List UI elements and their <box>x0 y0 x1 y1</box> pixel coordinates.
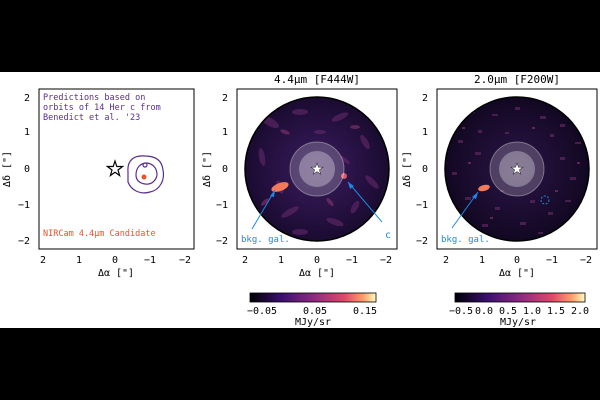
middle-ytick: 1 <box>222 127 228 138</box>
right-ytick: 2 <box>422 93 428 104</box>
middle-colorbar-tick: 0.05 <box>303 306 327 317</box>
right-colorbar-unit: MJy/sr <box>500 317 536 328</box>
prediction-line: orbits of 14 Her c from <box>43 103 161 113</box>
left-xlabel: Δα ["] <box>98 268 134 279</box>
middle-xticks: 2 1 0 −1 −2 <box>242 255 392 266</box>
left-ytick: 1 <box>24 127 30 138</box>
middle-yticks: 2 1 0 −1 −2 <box>216 93 228 247</box>
left-xtick: 2 <box>40 255 46 266</box>
middle-colorbar: −0.05 0.05 0.15 MJy/sr <box>247 292 377 328</box>
right-planet-marker <box>540 195 550 205</box>
left-xtick: 1 <box>76 255 82 266</box>
middle-colorbar-tick: −0.05 <box>247 306 277 317</box>
prediction-line: Predictions based on <box>43 93 145 103</box>
middle-colorbar-scale <box>249 292 377 303</box>
contour-middle <box>135 162 158 185</box>
left-xtick: 0 <box>112 255 118 266</box>
left-xtick: −2 <box>179 255 191 266</box>
middle-title: 4.4μm [F444W] <box>274 73 360 86</box>
contour-outer <box>127 155 165 194</box>
right-title: 2.0μm [F200W] <box>474 73 560 86</box>
panel-left: 2 1 0 −1 −2 2 1 0 −1 −2 Δδ ["] Δα ["] Pr… <box>2 88 195 279</box>
figure: 2 1 0 −1 −2 2 1 0 −1 −2 Δδ ["] Δα ["] Pr… <box>0 72 600 328</box>
left-xtick: −1 <box>144 255 156 266</box>
right-colorbar: −0.5 0.0 0.5 1.0 1.5 2.0 MJy/sr <box>449 292 589 328</box>
right-ylabel: Δδ ["] <box>402 151 413 187</box>
right-yticks: 2 1 0 −1 −2 <box>416 93 428 247</box>
right-image-boundary <box>444 96 590 242</box>
middle-xtick: 1 <box>278 255 284 266</box>
left-xticks: 2 1 0 −1 −2 <box>40 255 191 266</box>
left-ytick: −2 <box>18 236 30 247</box>
right-galaxy-blob <box>478 184 490 192</box>
middle-colorbar-tick: 0.15 <box>353 306 377 317</box>
panel-right: 2.0μm [F200W] <box>402 73 598 328</box>
left-ytick: 0 <box>24 164 30 175</box>
left-ytick: 2 <box>24 93 30 104</box>
middle-image-boundary <box>244 96 390 242</box>
right-xtick: 1 <box>479 255 485 266</box>
right-xtick: 2 <box>443 255 449 266</box>
right-colorbar-tick: −0.5 <box>449 306 473 317</box>
prediction-line: Benedict et al. '23 <box>43 113 140 123</box>
middle-ytick: −2 <box>216 236 228 247</box>
middle-galaxy-label: bkg. gal. <box>241 235 290 245</box>
planet-arrow <box>347 181 383 223</box>
prediction-contours <box>127 155 165 194</box>
right-xtick: 0 <box>514 255 520 266</box>
star-icon <box>510 162 524 175</box>
right-colorbar-tick: 0.5 <box>499 306 517 317</box>
middle-noise <box>258 109 379 235</box>
right-colorbar-tick: 1.0 <box>523 306 541 317</box>
star-icon <box>310 162 324 175</box>
middle-xtick: 2 <box>242 255 248 266</box>
candidate-dot <box>141 174 147 180</box>
middle-bright-noise <box>260 125 360 207</box>
right-galaxy-arrowhead <box>472 192 478 199</box>
right-galaxy-arrow <box>451 191 479 229</box>
right-galaxy-label: bkg. gal. <box>441 235 490 245</box>
left-ylabel: Δδ ["] <box>2 151 13 187</box>
right-colorbar-tick: 0.0 <box>475 306 493 317</box>
right-xlabel: Δα ["] <box>499 268 535 279</box>
planet-arrowhead <box>348 182 354 189</box>
figure-canvas: 2 1 0 −1 −2 2 1 0 −1 −2 Δδ ["] Δα ["] Pr… <box>2 73 598 328</box>
middle-ytick: 0 <box>222 164 228 175</box>
planet-label: c <box>385 230 391 241</box>
right-ytick: −2 <box>416 236 428 247</box>
middle-ytick: −1 <box>216 200 228 211</box>
middle-ylabel: Δδ ["] <box>202 151 213 187</box>
right-xticks: 2 1 0 −1 −2 <box>443 255 592 266</box>
star-icon <box>105 159 125 177</box>
middle-ytick: 2 <box>222 93 228 104</box>
middle-galaxy-arrowhead <box>270 190 275 197</box>
right-ytick: 1 <box>422 127 428 138</box>
right-ytick: 0 <box>422 164 428 175</box>
middle-xtick: −1 <box>346 255 358 266</box>
contour-inner <box>142 162 148 168</box>
candidate-label: NIRCam 4.4μm Candidate <box>43 229 156 239</box>
right-bright-noise <box>462 127 580 219</box>
right-colorbar-scale <box>454 292 586 303</box>
right-ytick: −1 <box>416 200 428 211</box>
prediction-annotation: Predictions based on orbits of 14 Her c … <box>43 93 161 123</box>
left-ytick: −1 <box>18 200 30 211</box>
middle-xlabel: Δα ["] <box>299 268 335 279</box>
middle-xtick: −2 <box>380 255 392 266</box>
left-yticks: 2 1 0 −1 −2 <box>18 93 30 247</box>
right-colorbar-tick: 1.5 <box>547 306 565 317</box>
panel-middle: 4.4μm [F444W] <box>202 73 398 328</box>
middle-galaxy-arrow <box>251 189 276 230</box>
planet-blob <box>341 173 347 179</box>
background-galaxy-blob <box>271 182 289 192</box>
right-colorbar-tick: 2.0 <box>571 306 589 317</box>
middle-xtick: 0 <box>314 255 320 266</box>
right-xtick: −1 <box>546 255 558 266</box>
right-xtick: −2 <box>580 255 592 266</box>
middle-colorbar-unit: MJy/sr <box>295 317 331 328</box>
